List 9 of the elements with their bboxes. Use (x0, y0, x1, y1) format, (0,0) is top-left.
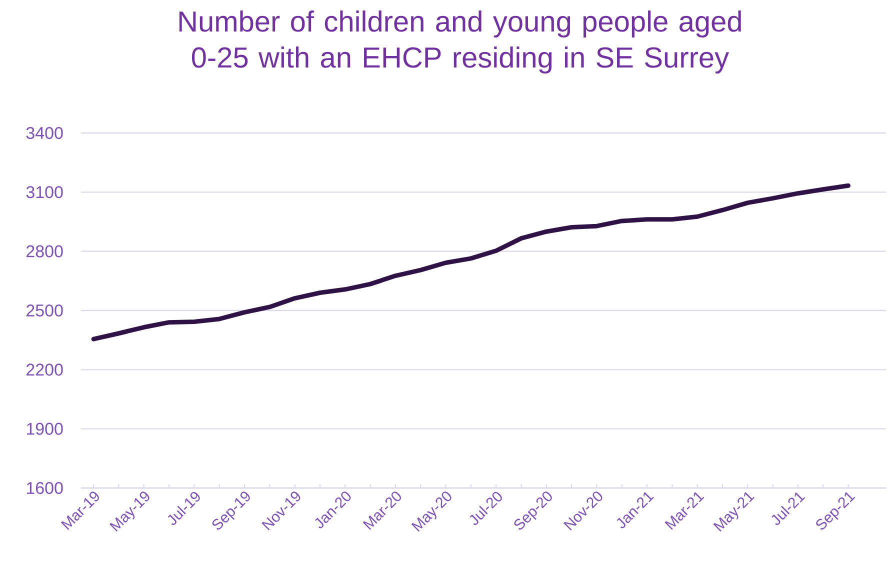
y-tick-label: 2800 (26, 245, 63, 258)
y-tick-label: 2200 (26, 364, 63, 376)
line-series (91, 183, 851, 342)
y-tick-label: 3400 (26, 126, 63, 140)
y-tick-label: 3100 (26, 186, 63, 198)
y-tick-label: 2500 (26, 304, 63, 317)
y-tick-label: 1600 (26, 482, 63, 494)
y-tick-label: 1900 (26, 422, 63, 435)
chart-title: Number of children and young people aged 0-25 with an EHCP residing in SE Surrey (179, 10, 741, 74)
